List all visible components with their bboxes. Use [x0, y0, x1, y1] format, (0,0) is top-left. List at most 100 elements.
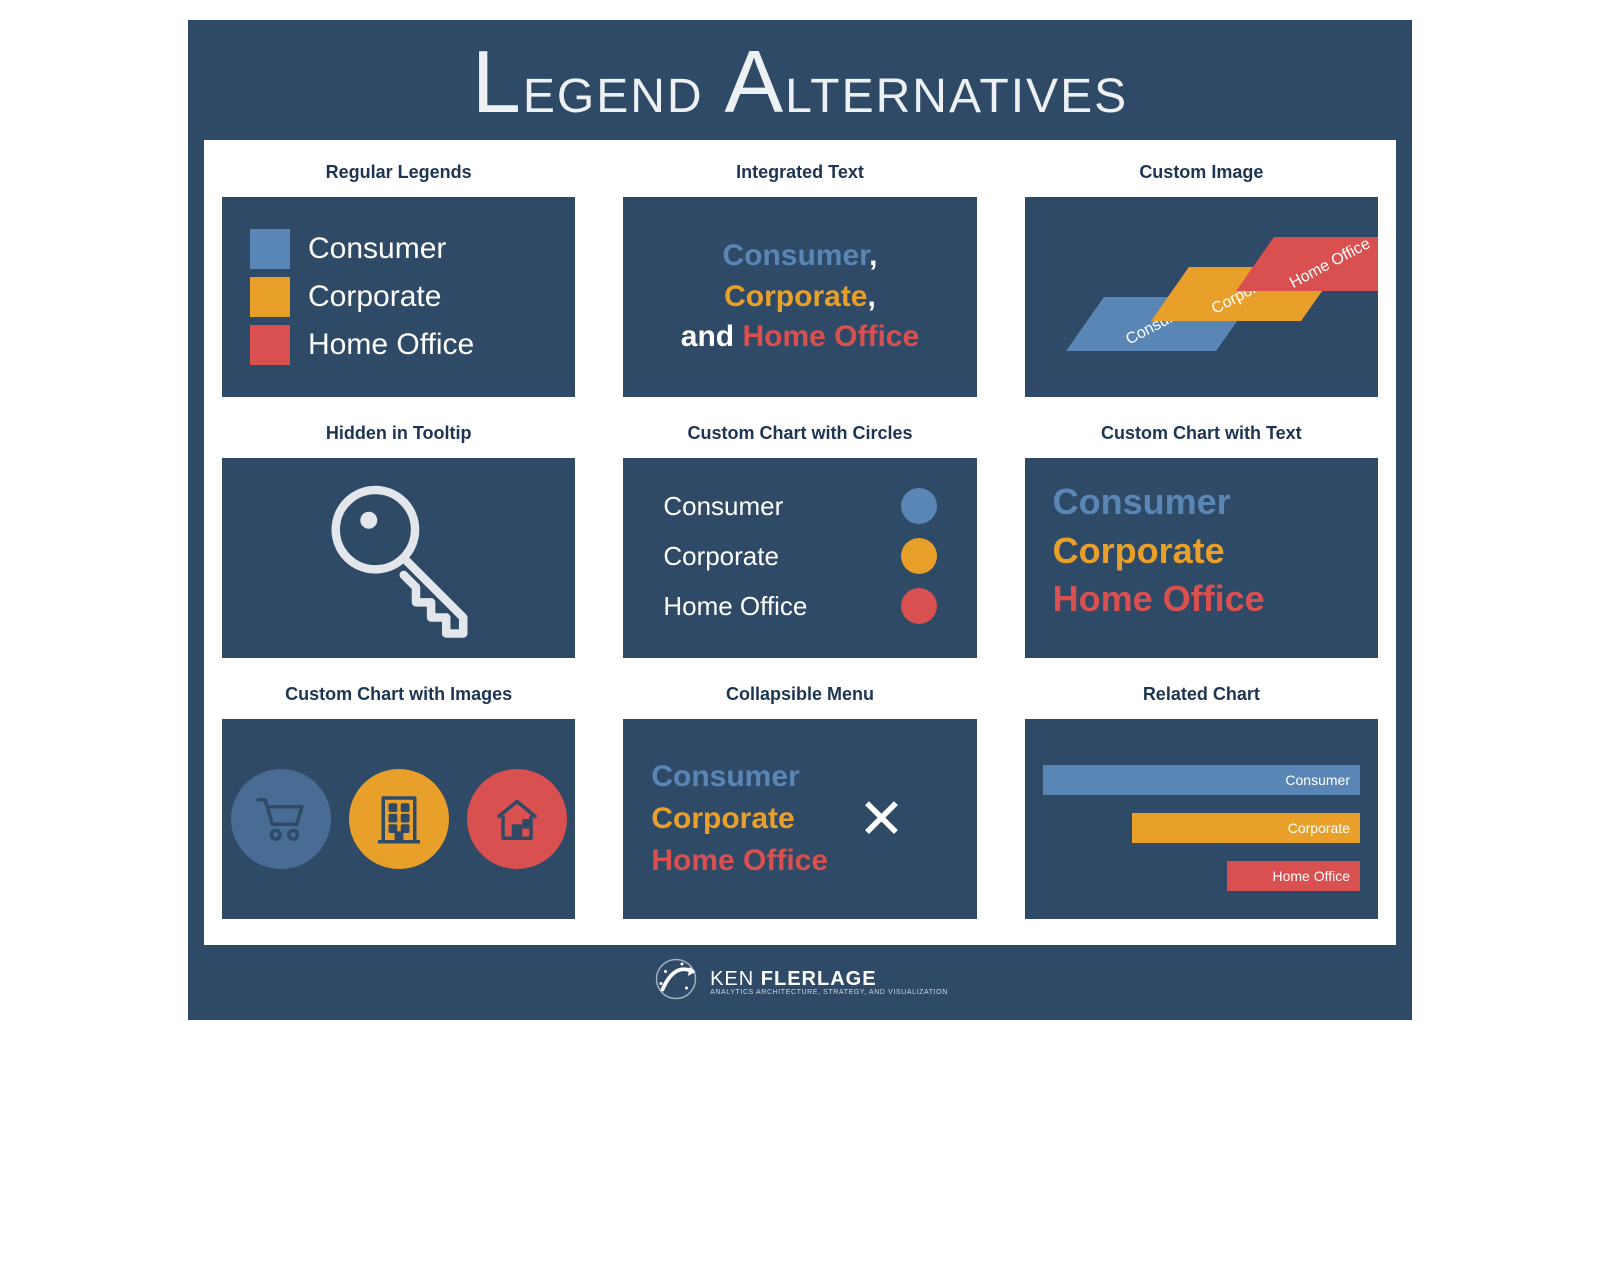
cell-collapsible: Collapsible Menu Consumer Corporate Home… — [623, 684, 976, 919]
bar-label: Home Office — [1272, 868, 1350, 884]
cart-icon — [253, 791, 309, 847]
word-consumer: Consumer — [722, 239, 869, 272]
sep: , — [868, 280, 876, 313]
text-corporate: Corporate — [1053, 527, 1350, 576]
card-custom-image: Consumer Corporate Home Office — [1025, 197, 1378, 397]
footer-last-name: FLERLAGE — [761, 968, 877, 990]
colored-text-list: Consumer Corporate Home Office — [1025, 458, 1378, 644]
word-corporate: Corporate — [724, 280, 867, 313]
cell-title: Related Chart — [1025, 684, 1378, 705]
house-icon — [489, 791, 545, 847]
title-bar: Legend Alternatives — [188, 20, 1412, 140]
footer: KEN FLERLAGE ANALYTICS ARCHITECTURE, STR… — [188, 945, 1412, 1020]
cell-title: Hidden in Tooltip — [222, 423, 575, 444]
cell-hidden-tooltip: Hidden in Tooltip — [222, 423, 575, 658]
legend-row: Consumer — [250, 229, 547, 269]
legend-label: Consumer — [308, 232, 446, 266]
icon-circle-consumer — [231, 769, 331, 869]
cell-custom-circles: Custom Chart with Circles Consumer Corpo… — [623, 423, 976, 658]
bar-consumer: Consumer — [1043, 765, 1360, 795]
cell-title: Custom Image — [1025, 162, 1378, 183]
circle-legend-list: Consumer Corporate Home Office — [623, 458, 976, 624]
circle-label: Consumer — [663, 491, 783, 522]
title-word-1: egend — [523, 51, 725, 127]
bar-corporate: Corporate — [1132, 813, 1360, 843]
close-icon[interactable]: ✕ — [858, 791, 905, 847]
circle-row: Corporate — [663, 538, 936, 574]
parallelogram-bands: Consumer Corporate Home Office — [1025, 197, 1378, 397]
cell-title: Custom Chart with Circles — [623, 423, 976, 444]
circle-row: Home Office — [663, 588, 936, 624]
footer-first-name: KEN — [710, 968, 761, 990]
image-icon-row — [222, 719, 575, 919]
card-related-chart: Consumer Corporate Home Office — [1025, 719, 1378, 919]
card-hidden-tooltip — [222, 458, 575, 658]
bar-chart: Consumer Corporate Home Office — [1025, 719, 1378, 891]
cell-title: Custom Chart with Text — [1025, 423, 1378, 444]
cell-title: Regular Legends — [222, 162, 575, 183]
coll-corporate: Corporate — [651, 798, 828, 840]
card-collapsible: Consumer Corporate Home Office ✕ — [623, 719, 976, 919]
swatch-home-office — [250, 325, 290, 365]
cell-integrated-text: Integrated Text Consumer, Corporate, and… — [623, 162, 976, 397]
cell-custom-images: Custom Chart with Images — [222, 684, 575, 919]
cell-custom-text: Custom Chart with Text Consumer Corporat… — [1025, 423, 1378, 658]
cell-title: Collapsible Menu — [623, 684, 976, 705]
bar-row: Consumer — [1043, 765, 1360, 795]
card-custom-circles: Consumer Corporate Home Office — [623, 458, 976, 658]
content-panel: Regular Legends Consumer Corporate — [204, 140, 1396, 945]
bar-label: Corporate — [1288, 820, 1350, 836]
icon-circle-home-office — [467, 769, 567, 869]
circle-swatch-consumer — [901, 488, 937, 524]
collapsible-list: Consumer Corporate Home Office — [651, 756, 828, 882]
cell-title: Custom Chart with Images — [222, 684, 575, 705]
word-home-office: Home Office — [742, 320, 919, 353]
title-cap-1: L — [472, 32, 523, 131]
footer-name: KEN FLERLAGE — [710, 968, 948, 991]
footer-subtitle: ANALYTICS ARCHITECTURE, STRATEGY, AND VI… — [710, 989, 948, 996]
swatch-consumer — [250, 229, 290, 269]
circle-swatch-home-office — [901, 588, 937, 624]
cards-grid: Regular Legends Consumer Corporate — [222, 162, 1378, 919]
bar-label: Consumer — [1285, 772, 1350, 788]
bar-row: Home Office — [1043, 861, 1360, 891]
bar-home-office: Home Office — [1227, 861, 1360, 891]
legend-row: Corporate — [250, 277, 547, 317]
icon-circle-corporate — [349, 769, 449, 869]
legend-row: Home Office — [250, 325, 547, 365]
infographic-frame: Legend Alternatives Regular Legends Cons… — [188, 20, 1412, 1020]
bar-row: Corporate — [1043, 813, 1360, 843]
cell-custom-image: Custom Image Consumer Corporate Home Off… — [1025, 162, 1378, 397]
footer-logo-icon — [652, 955, 700, 1008]
card-integrated-text: Consumer, Corporate, and Home Office — [623, 197, 976, 397]
collapsible-content: Consumer Corporate Home Office ✕ — [623, 719, 976, 919]
integrated-text: Consumer, Corporate, and Home Office — [623, 197, 976, 397]
band-home-office: Home Office — [1236, 237, 1378, 291]
title-cap-2: A — [724, 32, 785, 131]
cell-related-chart: Related Chart Consumer Corporate Home Of… — [1025, 684, 1378, 919]
legend-list: Consumer Corporate Home Office — [222, 197, 575, 397]
text-home-office: Home Office — [1053, 575, 1350, 624]
key-icon — [222, 458, 575, 658]
cell-regular-legends: Regular Legends Consumer Corporate — [222, 162, 575, 397]
building-icon — [371, 791, 427, 847]
circle-label: Corporate — [663, 541, 779, 572]
legend-label: Home Office — [308, 328, 474, 362]
text-consumer: Consumer — [1053, 478, 1350, 527]
sep: , — [869, 239, 877, 272]
band-label: Home Office — [1286, 235, 1373, 292]
card-custom-images — [222, 719, 575, 919]
coll-consumer: Consumer — [651, 756, 828, 798]
circle-swatch-corporate — [901, 538, 937, 574]
circle-row: Consumer — [663, 488, 936, 524]
title-word-2: lternatives — [785, 51, 1128, 127]
footer-text: KEN FLERLAGE ANALYTICS ARCHITECTURE, STR… — [710, 968, 948, 996]
card-regular-legends: Consumer Corporate Home Office — [222, 197, 575, 397]
swatch-corporate — [250, 277, 290, 317]
card-custom-text: Consumer Corporate Home Office — [1025, 458, 1378, 658]
circle-label: Home Office — [663, 591, 807, 622]
page-title: Legend Alternatives — [188, 38, 1412, 126]
join-word: and — [681, 320, 743, 353]
legend-label: Corporate — [308, 280, 441, 314]
cell-title: Integrated Text — [623, 162, 976, 183]
